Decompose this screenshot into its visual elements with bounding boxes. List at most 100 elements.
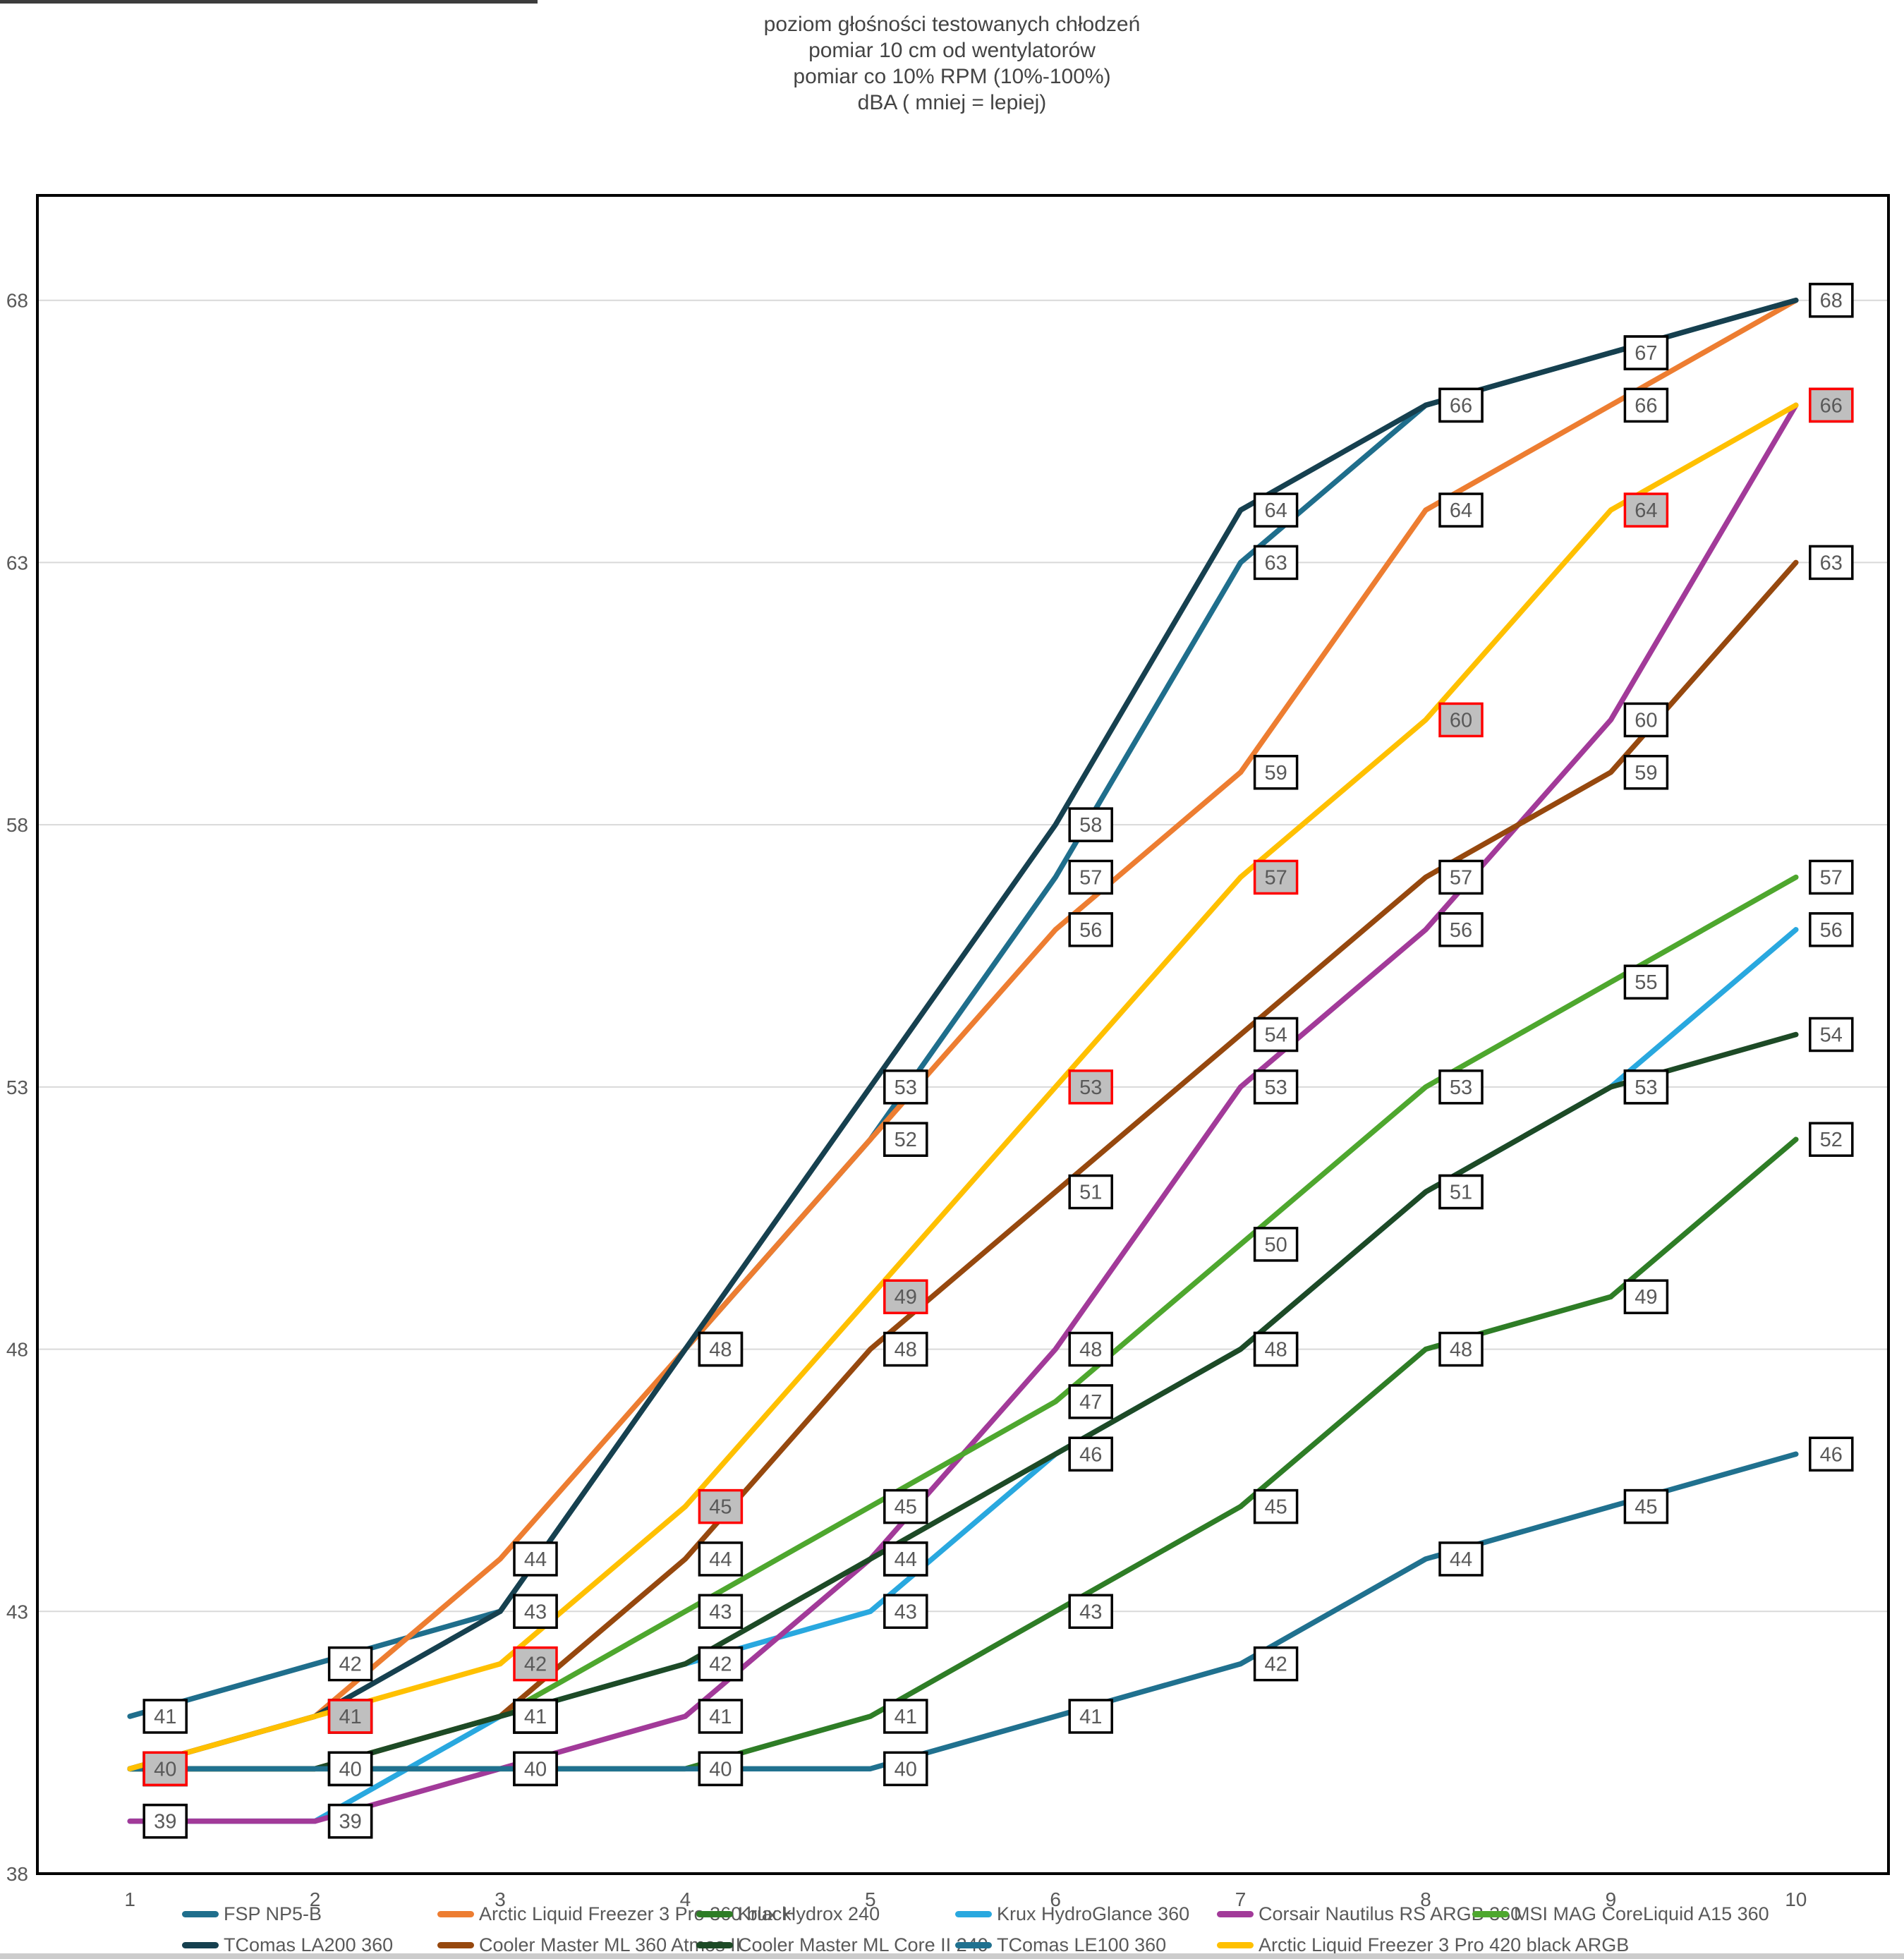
data-label-box: [143, 1751, 188, 1787]
data-label-value: 43: [709, 1601, 732, 1623]
data-label-value: 66: [1450, 394, 1472, 417]
data-label-box: [1623, 387, 1669, 423]
data-label-value: 44: [524, 1548, 547, 1571]
data-label-value: 40: [154, 1758, 176, 1781]
data-label-box: [698, 1488, 744, 1524]
data-label-box: [883, 1751, 928, 1787]
data-label-box: [883, 1069, 928, 1105]
data-label-value: 42: [709, 1654, 732, 1676]
chart-title: poziom głośności testowanych chłodzeń po…: [0, 11, 1904, 116]
y-axis-tick-label: 53: [6, 1076, 28, 1098]
data-label-box: [1068, 1174, 1113, 1210]
data-label-box: [327, 1646, 373, 1682]
data-label-box: [1438, 859, 1484, 895]
data-label-value: 67: [1635, 342, 1657, 365]
x-axis-tick-label: 2: [310, 1888, 321, 1910]
data-label-box: [513, 1646, 558, 1682]
data-label-value: 48: [709, 1339, 732, 1361]
data-label-value: 55: [1635, 971, 1657, 994]
data-label-value: 63: [1264, 552, 1287, 574]
series-line: [127, 559, 1799, 1772]
data-label-box: [1809, 1122, 1854, 1157]
data-label-box: [1068, 859, 1113, 895]
data-label-value: 60: [1635, 709, 1657, 732]
data-label-value: 44: [1450, 1548, 1472, 1571]
data-label-value: 41: [154, 1706, 176, 1728]
data-label-value: 56: [1450, 919, 1472, 942]
data-label-value: 40: [524, 1758, 547, 1781]
data-label-box: [1253, 1227, 1299, 1262]
data-label-value: 57: [1820, 866, 1843, 889]
data-label-value: 53: [1450, 1076, 1472, 1099]
data-label-value: 41: [895, 1706, 917, 1728]
data-label-box: [1809, 545, 1854, 581]
data-label-value: 48: [895, 1339, 917, 1361]
series-line: [127, 297, 1799, 1772]
data-label-value: 41: [339, 1706, 361, 1728]
data-label-value: 48: [1264, 1339, 1287, 1361]
y-axis-tick-label: 68: [6, 290, 28, 312]
data-label-value: 52: [895, 1129, 917, 1151]
data-label-value: 40: [895, 1758, 917, 1781]
data-label-value: 49: [1635, 1286, 1657, 1309]
data-label-value: 51: [1450, 1182, 1472, 1204]
x-axis-tick-label: 8: [1420, 1888, 1431, 1910]
data-label-value: 53: [1635, 1076, 1657, 1099]
data-label-box: [1438, 492, 1484, 528]
data-label-box: [1253, 1017, 1299, 1053]
data-label-box: [1068, 1331, 1113, 1367]
data-label-value: 57: [1450, 866, 1472, 889]
data-label-value: 40: [339, 1758, 361, 1781]
data-label-box: [883, 1331, 928, 1367]
data-label-box: [1438, 1069, 1484, 1105]
data-label-value: 57: [1264, 866, 1287, 889]
x-axis-tick-label: 5: [865, 1888, 876, 1910]
y-axis-tick-label: 38: [6, 1863, 28, 1885]
data-label-value: 47: [1079, 1391, 1102, 1414]
x-axis-tick-label: 3: [495, 1888, 506, 1910]
window-edge-artifact-top: [0, 0, 538, 4]
data-label-box: [698, 1331, 744, 1367]
data-label-value: 41: [709, 1706, 732, 1728]
x-axis-tick-label: 6: [1050, 1888, 1061, 1910]
data-label-value: 39: [339, 1811, 361, 1833]
data-label-box: [1623, 964, 1669, 1000]
data-label-value: 48: [1450, 1339, 1472, 1361]
series-line: [127, 1031, 1799, 1772]
data-label-value: 49: [895, 1286, 917, 1309]
data-label-box: [1623, 702, 1669, 738]
series-line: [127, 927, 1799, 1824]
data-label-box: [1253, 1069, 1299, 1105]
data-label-box: [1253, 1646, 1299, 1682]
data-label-box: [327, 1803, 373, 1839]
series-line: [127, 402, 1799, 1772]
data-label-value: 56: [1079, 919, 1102, 942]
data-label-value: 50: [1264, 1234, 1287, 1256]
data-label-box: [513, 1699, 558, 1734]
data-label-value: 43: [524, 1601, 547, 1623]
x-axis-tick-label: 10: [1785, 1888, 1807, 1910]
data-label-value: 42: [1264, 1654, 1287, 1676]
data-label-box: [1068, 1699, 1113, 1734]
data-label-value: 46: [1079, 1443, 1102, 1466]
data-label-value: 41: [1079, 1706, 1102, 1728]
series-line: [127, 297, 1799, 1772]
data-label-box: [1068, 1384, 1113, 1419]
data-label-value: 45: [1635, 1496, 1657, 1519]
data-label-box: [1068, 1069, 1113, 1105]
data-label-value: 56: [1820, 919, 1843, 942]
data-label-box: [143, 1803, 188, 1839]
data-label-box: [1438, 1174, 1484, 1210]
data-label-box: [698, 1541, 744, 1577]
data-label-value: 53: [895, 1076, 917, 1099]
data-label-value: 59: [1635, 762, 1657, 784]
data-label-value: 64: [1635, 499, 1657, 522]
data-label-box: [1623, 1488, 1669, 1524]
data-label-value: 53: [1264, 1076, 1287, 1099]
series-line: [127, 1451, 1799, 1772]
data-label-box: [883, 1594, 928, 1630]
chart-title-line-4: dBA ( mniej = lepiej): [857, 91, 1047, 114]
window-edge-artifact-bottom: [0, 1953, 1904, 1959]
data-label-box: [1068, 912, 1113, 947]
data-label-value: 41: [524, 1706, 547, 1728]
